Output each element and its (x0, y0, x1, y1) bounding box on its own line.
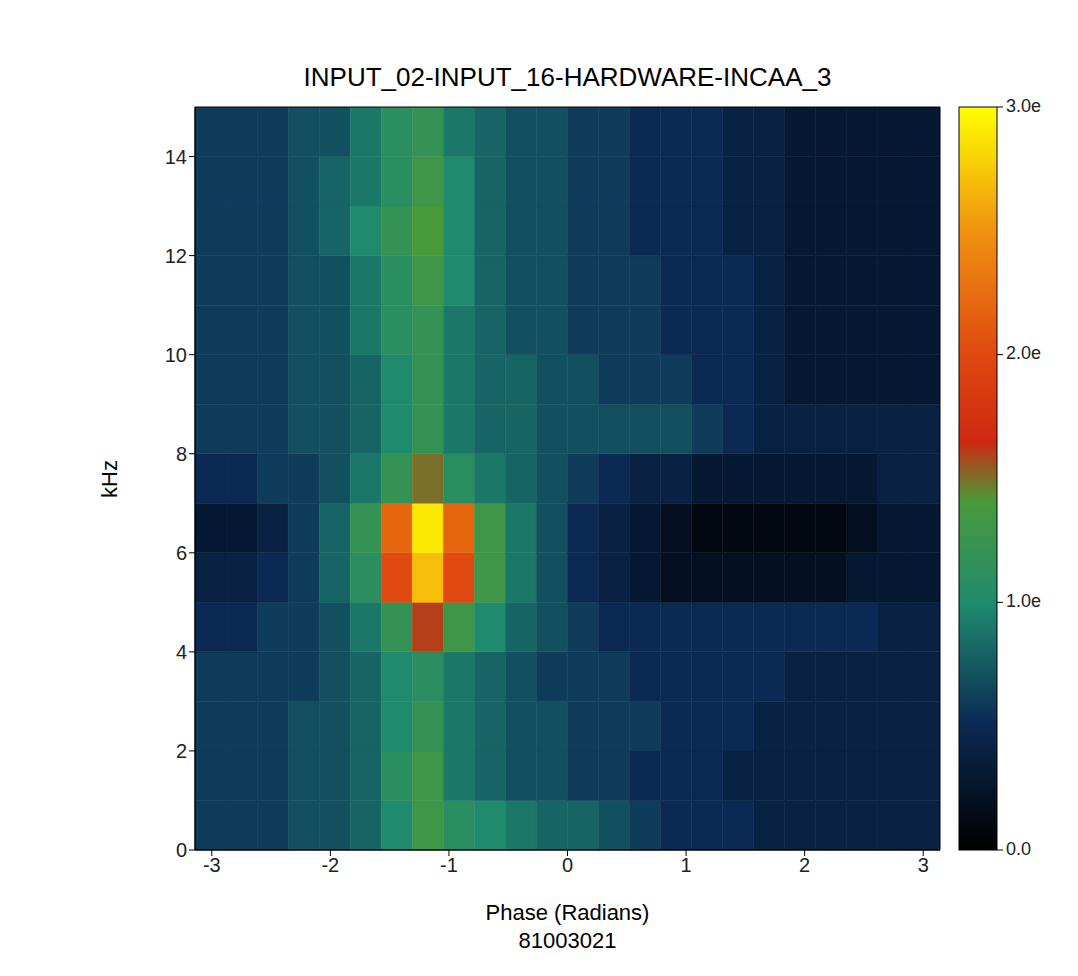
svg-text:2: 2 (176, 740, 187, 762)
svg-text:10: 10 (165, 344, 187, 366)
svg-text:3.0e: 3.0e (1006, 96, 1041, 116)
svg-text:0: 0 (176, 839, 187, 861)
svg-text:-3: -3 (203, 854, 221, 876)
svg-text:1.0e: 1.0e (1006, 591, 1041, 611)
svg-text:1: 1 (681, 854, 692, 876)
svg-text:6: 6 (176, 542, 187, 564)
svg-text:2: 2 (799, 854, 810, 876)
html-text:Phase (Radians): Phase (Radians) (485, 900, 650, 925)
svg-text:0.0: 0.0 (1006, 839, 1031, 859)
svg-text:-2: -2 (321, 854, 339, 876)
svg-text:2.0e: 2.0e (1006, 343, 1041, 363)
html-text:INPUT_02-INPUT_16-HARDWARE-INC: INPUT_02-INPUT_16-HARDWARE-INCAA_3 (303, 62, 832, 92)
svg-text:8: 8 (176, 443, 187, 465)
svg-text:4: 4 (176, 641, 187, 663)
svg-text:-1: -1 (440, 854, 458, 876)
svg-text:12: 12 (165, 245, 187, 267)
svg-text:14: 14 (165, 146, 187, 168)
html-text:kHz: kHz (97, 459, 122, 498)
html-text:81003021: 81003021 (518, 928, 617, 953)
svg-text:0: 0 (562, 854, 573, 876)
svg-text:3: 3 (918, 854, 929, 876)
